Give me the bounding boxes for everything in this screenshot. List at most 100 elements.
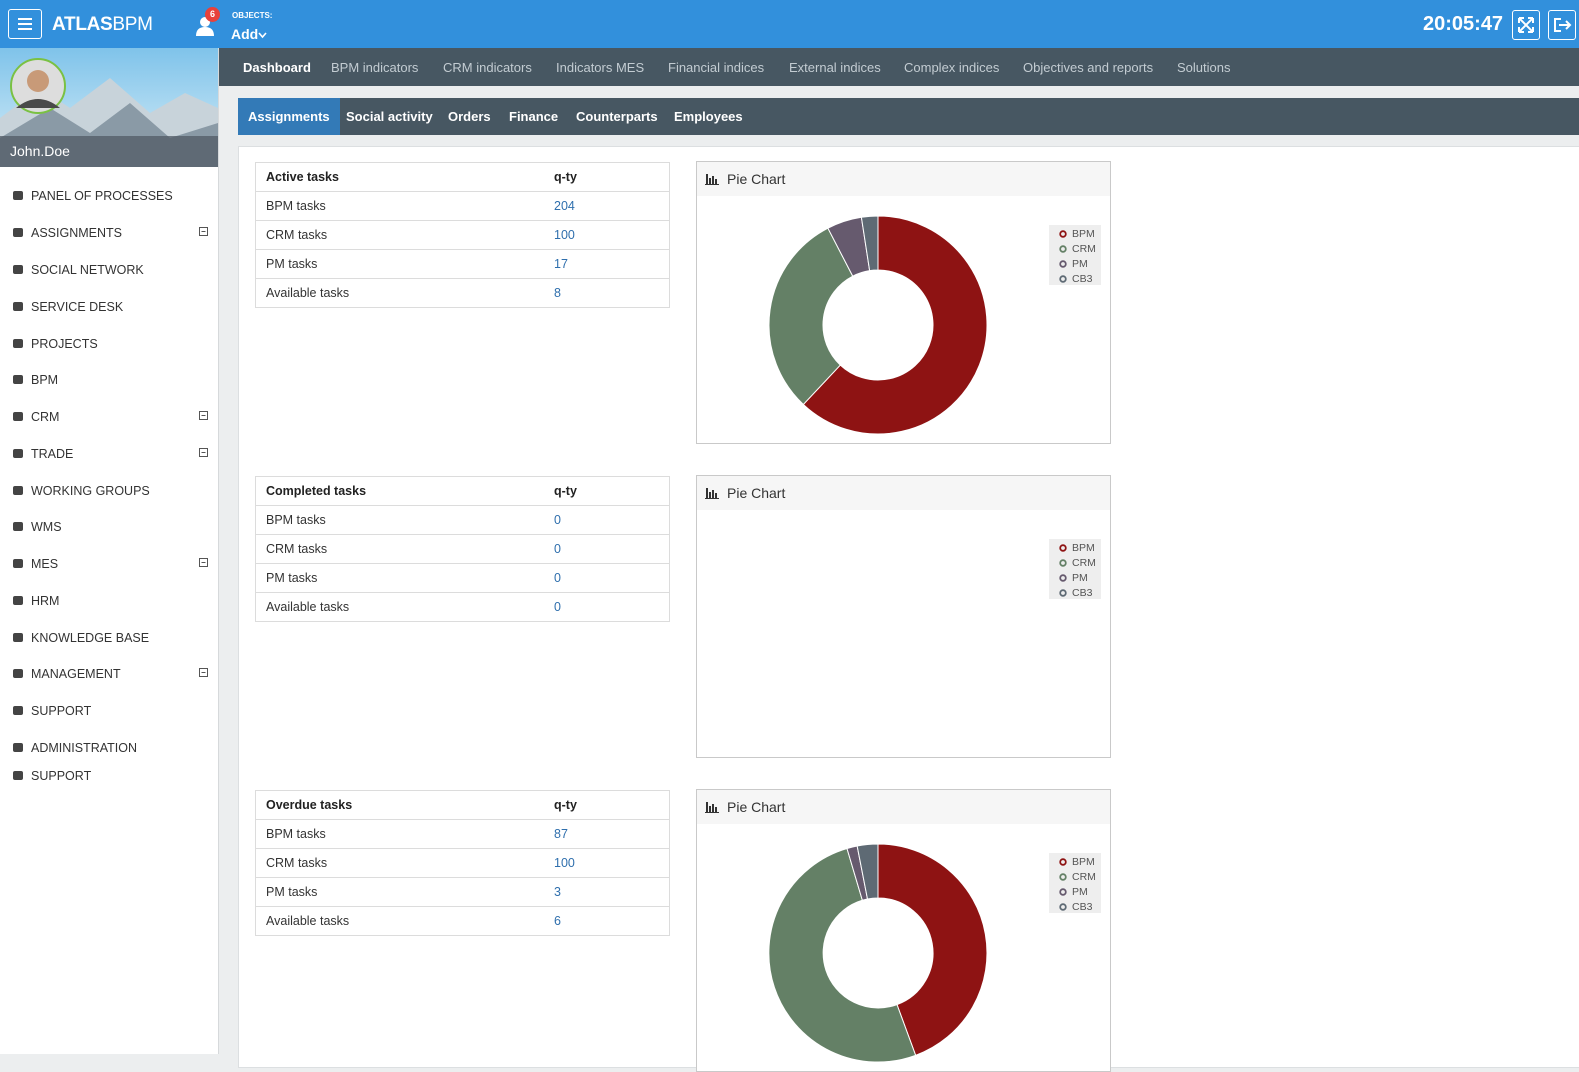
menu-item[interactable]: SOCIAL NETWORK xyxy=(0,259,218,281)
legend-label[interactable]: PM xyxy=(1072,886,1088,898)
legend-marker[interactable] xyxy=(1059,858,1067,866)
user-name[interactable]: John.Doe xyxy=(0,136,218,167)
legend-marker[interactable] xyxy=(1059,903,1067,911)
chart-header: Pie Chart xyxy=(697,476,1110,510)
menu-item[interactable]: SERVICE DESK xyxy=(0,296,218,318)
task-count[interactable]: 3 xyxy=(554,885,561,899)
top-nav-tab[interactable]: CRM indicators xyxy=(443,60,532,75)
task-count[interactable]: 204 xyxy=(554,199,575,213)
menu-item[interactable]: SUPPORT xyxy=(0,765,218,787)
sub-nav-tab[interactable]: Social activity xyxy=(346,109,433,124)
expand-icon[interactable] xyxy=(199,227,209,237)
legend-label[interactable]: PM xyxy=(1072,572,1088,584)
top-nav-tab[interactable]: Financial indices xyxy=(668,60,765,75)
top-nav-tab[interactable]: Dashboard xyxy=(243,60,311,75)
legend-label[interactable]: CRM xyxy=(1072,871,1096,883)
pie-slice[interactable] xyxy=(856,843,879,900)
pie-slice[interactable] xyxy=(877,843,988,1056)
menu-label: ASSIGNMENTS xyxy=(31,226,122,240)
pie-slice[interactable] xyxy=(860,215,879,272)
task-count[interactable]: 0 xyxy=(554,600,561,614)
expand-box xyxy=(199,411,208,420)
top-nav-tab[interactable]: Objectives and reports xyxy=(1023,60,1154,75)
task-count[interactable]: 17 xyxy=(554,257,568,271)
legend-label[interactable]: BPM xyxy=(1072,856,1095,868)
legend-marker[interactable] xyxy=(1059,275,1067,283)
legend: BPM CRM PM CB3 xyxy=(1049,225,1101,285)
sub-nav-tab[interactable]: Counterparts xyxy=(576,109,658,124)
legend-label[interactable]: BPM xyxy=(1072,228,1095,240)
sub-nav-tab[interactable]: Finance xyxy=(509,109,559,124)
top-nav-tab[interactable]: BPM indicators xyxy=(331,60,419,75)
expand-icon[interactable] xyxy=(199,411,209,421)
legend-marker[interactable] xyxy=(1059,873,1067,881)
menu-item[interactable]: ASSIGNMENTS xyxy=(0,222,218,244)
legend-marker[interactable] xyxy=(1059,230,1067,238)
menu-item[interactable]: WMS xyxy=(0,516,218,538)
legend-label[interactable]: CRM xyxy=(1072,243,1096,255)
legend-marker[interactable] xyxy=(1059,260,1067,268)
menu-item[interactable]: TRADE xyxy=(0,443,218,465)
task-count[interactable]: 87 xyxy=(554,827,568,841)
logout-icon xyxy=(1554,18,1572,32)
sub-nav-tab[interactable]: Orders xyxy=(448,109,491,124)
legend-label[interactable]: CRM xyxy=(1072,557,1096,569)
task-count[interactable]: 8 xyxy=(554,286,561,300)
top-nav-tab[interactable]: Solutions xyxy=(1177,60,1231,75)
task-count[interactable]: 100 xyxy=(554,228,575,242)
pie-slice[interactable] xyxy=(768,847,917,1063)
legend-label[interactable]: CB3 xyxy=(1072,273,1093,285)
top-nav-tab[interactable]: Complex indices xyxy=(904,60,1000,75)
menu-item[interactable]: KNOWLEDGE BASE xyxy=(0,627,218,649)
task-count[interactable]: 6 xyxy=(554,914,561,928)
menu-icon-shape xyxy=(13,559,23,568)
pie-slice[interactable] xyxy=(768,227,854,406)
legend-label[interactable]: CB3 xyxy=(1072,587,1093,599)
pie-slice[interactable] xyxy=(802,215,988,435)
menu-label: MANAGEMENT xyxy=(31,667,121,681)
menu-icon-shape xyxy=(13,191,23,200)
task-count[interactable]: 0 xyxy=(554,513,561,527)
menu-item[interactable]: MES xyxy=(0,553,218,575)
task-count[interactable]: 100 xyxy=(554,856,575,870)
expand-icon[interactable] xyxy=(199,668,209,678)
legend-marker[interactable] xyxy=(1059,574,1067,582)
content: Active tasks q-ty BPM tasks 204 CRM tasks 100… xyxy=(238,146,1579,1072)
sub-nav-tab[interactable]: Assignments xyxy=(238,98,340,135)
chart-icon-bar xyxy=(715,493,717,499)
menu-item[interactable]: CRM xyxy=(0,406,218,428)
task-label: Available tasks xyxy=(266,914,350,928)
add-button[interactable]: Add xyxy=(231,26,267,42)
pie-chart: BPM CRM PM CB3 xyxy=(768,843,1101,1063)
legend-marker[interactable] xyxy=(1059,544,1067,552)
legend-marker[interactable] xyxy=(1059,589,1067,597)
expand-icon[interactable] xyxy=(199,448,209,458)
logout-button[interactable] xyxy=(1548,10,1576,40)
legend-label[interactable]: BPM xyxy=(1072,542,1095,554)
legend-label[interactable]: PM xyxy=(1072,258,1088,270)
legend-label[interactable]: CB3 xyxy=(1072,901,1093,913)
sub-nav-tab[interactable]: Employees xyxy=(674,109,743,124)
menu-toggle[interactable] xyxy=(8,9,42,39)
top-nav-tab[interactable]: Indicators MES xyxy=(556,60,645,75)
menu-item[interactable]: WORKING GROUPS xyxy=(0,480,218,502)
task-count[interactable]: 0 xyxy=(554,571,561,585)
menu-item[interactable]: ADMINISTRATION xyxy=(0,737,218,759)
task-table: Completed tasks q-ty BPM tasks 0 CRM tasks 0 P… xyxy=(255,476,670,622)
expand-icon[interactable] xyxy=(199,558,209,568)
menu-item[interactable]: SUPPORT xyxy=(0,700,218,722)
table-row: Available tasks 6 xyxy=(256,906,669,935)
menu-item[interactable]: MANAGEMENT xyxy=(0,663,218,685)
legend-marker[interactable] xyxy=(1059,559,1067,567)
menu-item[interactable]: PANEL OF PROCESSES xyxy=(0,185,218,207)
menu-item[interactable]: HRM xyxy=(0,590,218,612)
legend-marker[interactable] xyxy=(1059,888,1067,896)
menu-icon xyxy=(13,191,23,200)
chart-title: Pie Chart xyxy=(727,799,786,815)
task-count[interactable]: 0 xyxy=(554,542,561,556)
menu-item[interactable]: BPM xyxy=(0,369,218,391)
legend-marker[interactable] xyxy=(1059,245,1067,253)
fullscreen-button[interactable] xyxy=(1512,10,1540,40)
menu-item[interactable]: PROJECTS xyxy=(0,333,218,355)
top-nav-tab[interactable]: External indices xyxy=(789,60,881,75)
